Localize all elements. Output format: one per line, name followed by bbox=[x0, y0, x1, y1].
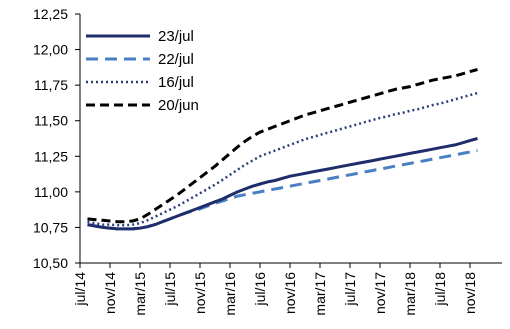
y-tick-label: 11,25 bbox=[34, 148, 68, 164]
y-axis-ticks: 10,50 10,75 11,00 11,25 11,50 11,75 12,00 12,25 bbox=[33, 6, 80, 271]
legend-label: 20/jun bbox=[158, 97, 199, 114]
y-tick-label: 10,75 bbox=[33, 219, 68, 235]
series-lines bbox=[87, 68, 478, 231]
series-line-23-jul bbox=[87, 137, 478, 231]
x-tick-label: jul/15 bbox=[162, 272, 178, 307]
x-tick-label: mar/16 bbox=[222, 272, 238, 316]
x-tick-label: jul/14 bbox=[72, 272, 88, 307]
x-axis-ticks: jul/14 nov/14 mar/15 jul/15 nov/15 mar/16 jul/… bbox=[72, 263, 478, 316]
legend-label: 22/jul bbox=[158, 51, 194, 68]
legend: 23/jul 22/jul 16/jul 20/jun bbox=[86, 28, 199, 114]
x-tick-label: jul/18 bbox=[432, 272, 448, 307]
series-line-20-jun bbox=[87, 68, 478, 224]
x-tick-label: nov/16 bbox=[282, 272, 298, 314]
x-tick-label: jul/17 bbox=[342, 272, 358, 307]
y-tick-label: 12,00 bbox=[33, 42, 68, 58]
y-tick-label: 12,25 bbox=[33, 6, 68, 22]
x-tick-label: mar/18 bbox=[402, 272, 418, 316]
x-tick-label: nov/18 bbox=[462, 272, 478, 314]
legend-label: 16/jul bbox=[158, 74, 194, 91]
x-tick-label: mar/15 bbox=[132, 272, 148, 316]
x-tick-label: nov/17 bbox=[372, 272, 388, 314]
y-tick-label: 10,50 bbox=[33, 255, 68, 271]
x-tick-label: mar/17 bbox=[312, 272, 328, 316]
y-tick-label: 11,50 bbox=[34, 113, 68, 129]
y-tick-label: 11,00 bbox=[34, 184, 68, 200]
x-tick-label: jul/16 bbox=[252, 272, 268, 307]
series-line-16-jul bbox=[87, 91, 478, 227]
x-tick-label: nov/15 bbox=[192, 272, 208, 314]
y-tick-label: 11,75 bbox=[34, 77, 68, 93]
x-tick-label: nov/14 bbox=[102, 272, 118, 314]
legend-label: 23/jul bbox=[158, 28, 194, 45]
